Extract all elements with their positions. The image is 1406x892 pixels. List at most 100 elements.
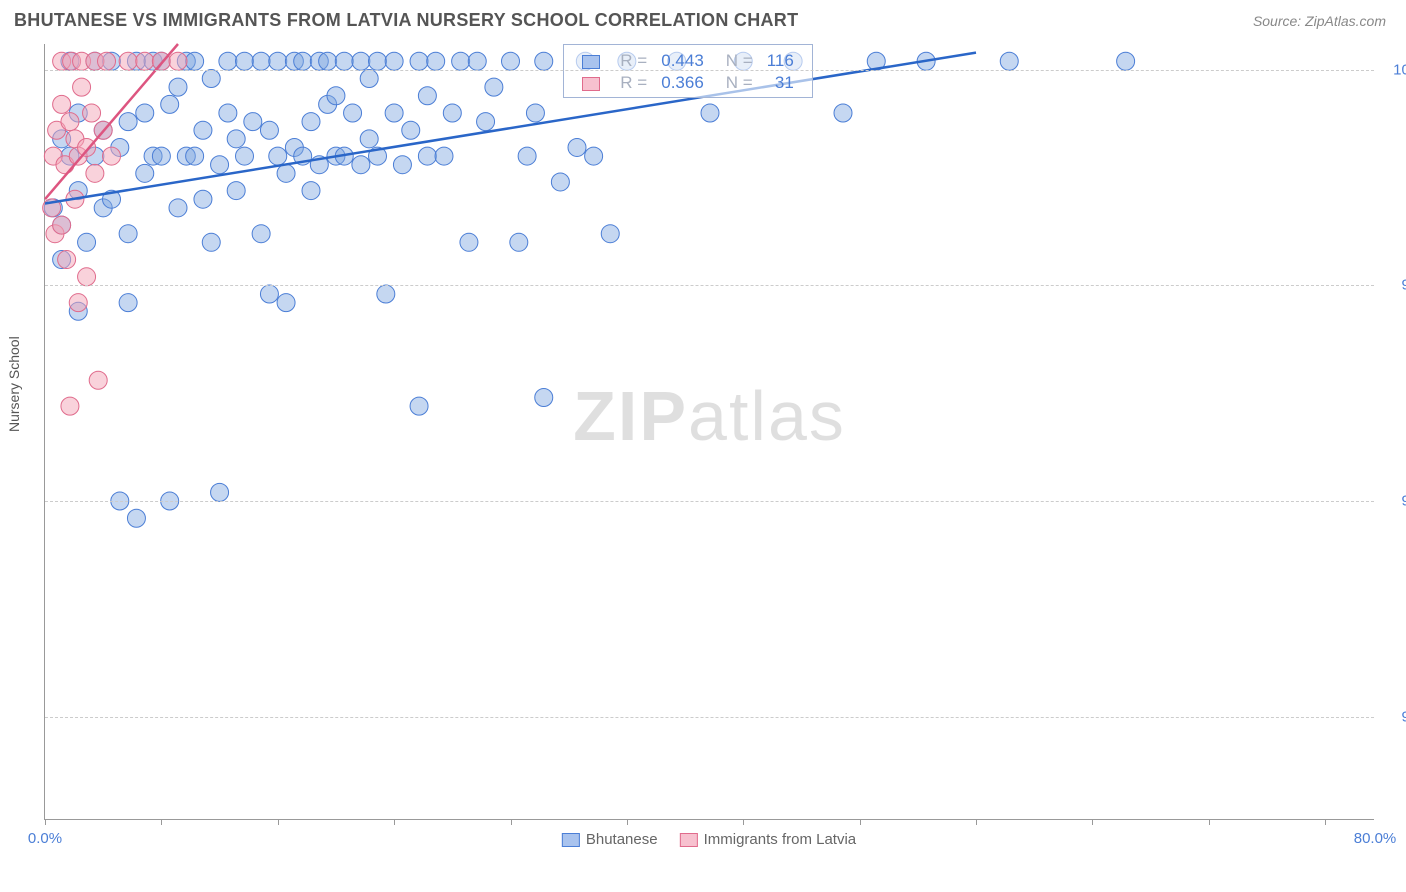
- y-tick-label: 100.0%: [1384, 61, 1406, 78]
- data-point: [535, 52, 553, 70]
- x-tick: [45, 819, 46, 825]
- legend-swatch: [562, 833, 580, 847]
- data-point: [252, 225, 270, 243]
- data-point: [169, 78, 187, 96]
- data-point: [119, 225, 137, 243]
- data-point: [211, 483, 229, 501]
- x-tick: [161, 819, 162, 825]
- data-point: [236, 52, 254, 70]
- data-point: [585, 147, 603, 165]
- x-tick: [976, 819, 977, 825]
- stats-row: R =0.443 N =116: [576, 51, 800, 71]
- grid-line: [45, 501, 1374, 502]
- data-point: [161, 95, 179, 113]
- data-point: [186, 52, 204, 70]
- grid-line: [45, 285, 1374, 286]
- data-point: [518, 147, 536, 165]
- source-label: Source: ZipAtlas.com: [1253, 13, 1386, 29]
- data-point: [244, 113, 262, 131]
- data-point: [219, 104, 237, 122]
- data-point: [385, 104, 403, 122]
- x-tick: [627, 819, 628, 825]
- data-point: [260, 285, 278, 303]
- data-point: [352, 156, 370, 174]
- x-tick: [1209, 819, 1210, 825]
- data-point: [510, 233, 528, 251]
- data-point: [302, 113, 320, 131]
- x-tick: [860, 819, 861, 825]
- data-point: [89, 371, 107, 389]
- data-point: [227, 182, 245, 200]
- data-point: [477, 113, 495, 131]
- data-point: [535, 389, 553, 407]
- data-point: [418, 147, 436, 165]
- data-point: [86, 164, 104, 182]
- data-point: [227, 130, 245, 148]
- x-tick-label: 0.0%: [28, 830, 62, 847]
- grid-line: [45, 717, 1374, 718]
- data-point: [393, 156, 411, 174]
- data-point: [435, 147, 453, 165]
- x-tick: [278, 819, 279, 825]
- legend-item: Bhutanese: [562, 831, 658, 848]
- data-point: [202, 69, 220, 87]
- data-point: [269, 147, 287, 165]
- data-point: [360, 69, 378, 87]
- data-point: [485, 78, 503, 96]
- data-point: [83, 104, 101, 122]
- legend-swatch: [582, 55, 600, 69]
- data-point: [61, 397, 79, 415]
- data-point: [58, 251, 76, 269]
- data-point: [277, 294, 295, 312]
- data-point: [468, 52, 486, 70]
- data-point: [236, 147, 254, 165]
- y-tick-label: 95.0%: [1384, 492, 1406, 509]
- trend-line: [45, 53, 976, 204]
- data-point: [119, 113, 137, 131]
- x-tick: [1092, 819, 1093, 825]
- data-point: [701, 104, 719, 122]
- data-point: [1117, 52, 1135, 70]
- data-point: [294, 52, 312, 70]
- data-point: [352, 52, 370, 70]
- data-point: [1000, 52, 1018, 70]
- data-point: [269, 52, 287, 70]
- data-point: [169, 199, 187, 217]
- x-tick: [511, 819, 512, 825]
- stats-row: R =0.366 N =31: [576, 73, 800, 93]
- y-tick-label: 92.5%: [1384, 708, 1406, 725]
- x-tick-label: 80.0%: [1354, 830, 1397, 847]
- data-point: [360, 130, 378, 148]
- data-point: [73, 78, 91, 96]
- data-point: [78, 138, 96, 156]
- data-point: [136, 104, 154, 122]
- data-point: [418, 87, 436, 105]
- x-tick: [394, 819, 395, 825]
- data-point: [277, 164, 295, 182]
- x-tick: [743, 819, 744, 825]
- data-point: [385, 52, 403, 70]
- data-point: [302, 182, 320, 200]
- legend-swatch: [582, 77, 600, 91]
- data-point: [327, 87, 345, 105]
- data-point: [186, 147, 204, 165]
- data-point: [460, 233, 478, 251]
- scatter-svg: [45, 44, 1374, 819]
- data-point: [194, 121, 212, 139]
- data-point: [344, 104, 362, 122]
- data-point: [136, 52, 154, 70]
- stats-box: R =0.443 N =116 R =0.366 N =31: [563, 44, 813, 98]
- data-point: [834, 104, 852, 122]
- data-point: [78, 233, 96, 251]
- chart-title: BHUTANESE VS IMMIGRANTS FROM LATVIA NURS…: [14, 10, 798, 31]
- data-point: [502, 52, 520, 70]
- data-point: [443, 104, 461, 122]
- data-point: [402, 121, 420, 139]
- data-point: [194, 190, 212, 208]
- data-point: [601, 225, 619, 243]
- data-point: [410, 397, 428, 415]
- plot-region: ZIPatlas R =0.443 N =116 R =0.366 N =31 …: [44, 44, 1374, 820]
- bottom-legend: BhutaneseImmigrants from Latvia: [562, 831, 856, 848]
- data-point: [260, 121, 278, 139]
- data-point: [377, 285, 395, 303]
